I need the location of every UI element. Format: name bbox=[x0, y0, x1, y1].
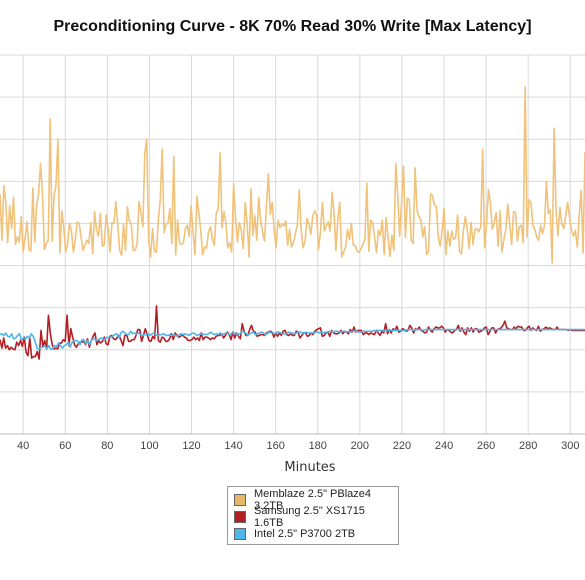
series-line-memblaze bbox=[0, 86, 585, 264]
x-tick-label: 300 bbox=[561, 440, 579, 452]
x-tick-label: 120 bbox=[182, 440, 200, 452]
legend-label-intel: Intel 2.5" P3700 2TB bbox=[254, 527, 356, 540]
x-tick-label: 200 bbox=[351, 440, 369, 452]
chart-title: Preconditioning Curve - 8K 70% Read 30% … bbox=[53, 18, 532, 35]
x-tick-label: 180 bbox=[309, 440, 327, 452]
legend-label-samsung: Samsung 2.5" XS1715 1.6TB bbox=[254, 504, 365, 529]
x-axis-title: Minutes bbox=[284, 460, 335, 475]
x-tick-label: 260 bbox=[477, 440, 495, 452]
legend-item-memblaze[interactable]: Memblaze 2.5" PBlaze4 3.2TB bbox=[234, 488, 392, 512]
series-line-samsung bbox=[0, 305, 585, 360]
x-tick-label: 100 bbox=[140, 440, 158, 452]
series-line-intel bbox=[0, 328, 585, 350]
x-tick-label: 40 bbox=[17, 440, 29, 452]
legend-swatch-intel bbox=[234, 527, 246, 540]
x-tick-label: 240 bbox=[435, 440, 453, 452]
x-tick-label: 80 bbox=[101, 440, 113, 452]
legend-swatch-samsung bbox=[234, 510, 246, 523]
series-layer bbox=[0, 86, 585, 360]
legend-label-memblaze: Memblaze 2.5" PBlaze4 3.2TB bbox=[254, 487, 372, 512]
x-tick-label: 220 bbox=[393, 440, 411, 452]
x-tick-labels: 40 60 80 100 120 140 160 180 200 220 240 260 280 300 bbox=[17, 440, 579, 452]
grid-layer bbox=[0, 54, 585, 435]
x-tick-label: 140 bbox=[224, 440, 242, 452]
x-tick-label: 160 bbox=[266, 440, 284, 452]
legend-item-samsung[interactable]: Samsung 2.5" XS1715 1.6TB bbox=[234, 505, 392, 529]
x-tick-label: 280 bbox=[519, 440, 537, 452]
x-tick-label: 60 bbox=[59, 440, 71, 452]
legend-swatch-memblaze bbox=[234, 493, 246, 506]
legend: Memblaze 2.5" PBlaze4 3.2TB Samsung 2.5"… bbox=[227, 486, 399, 545]
legend-item-intel[interactable]: Intel 2.5" P3700 2TB bbox=[234, 525, 392, 542]
